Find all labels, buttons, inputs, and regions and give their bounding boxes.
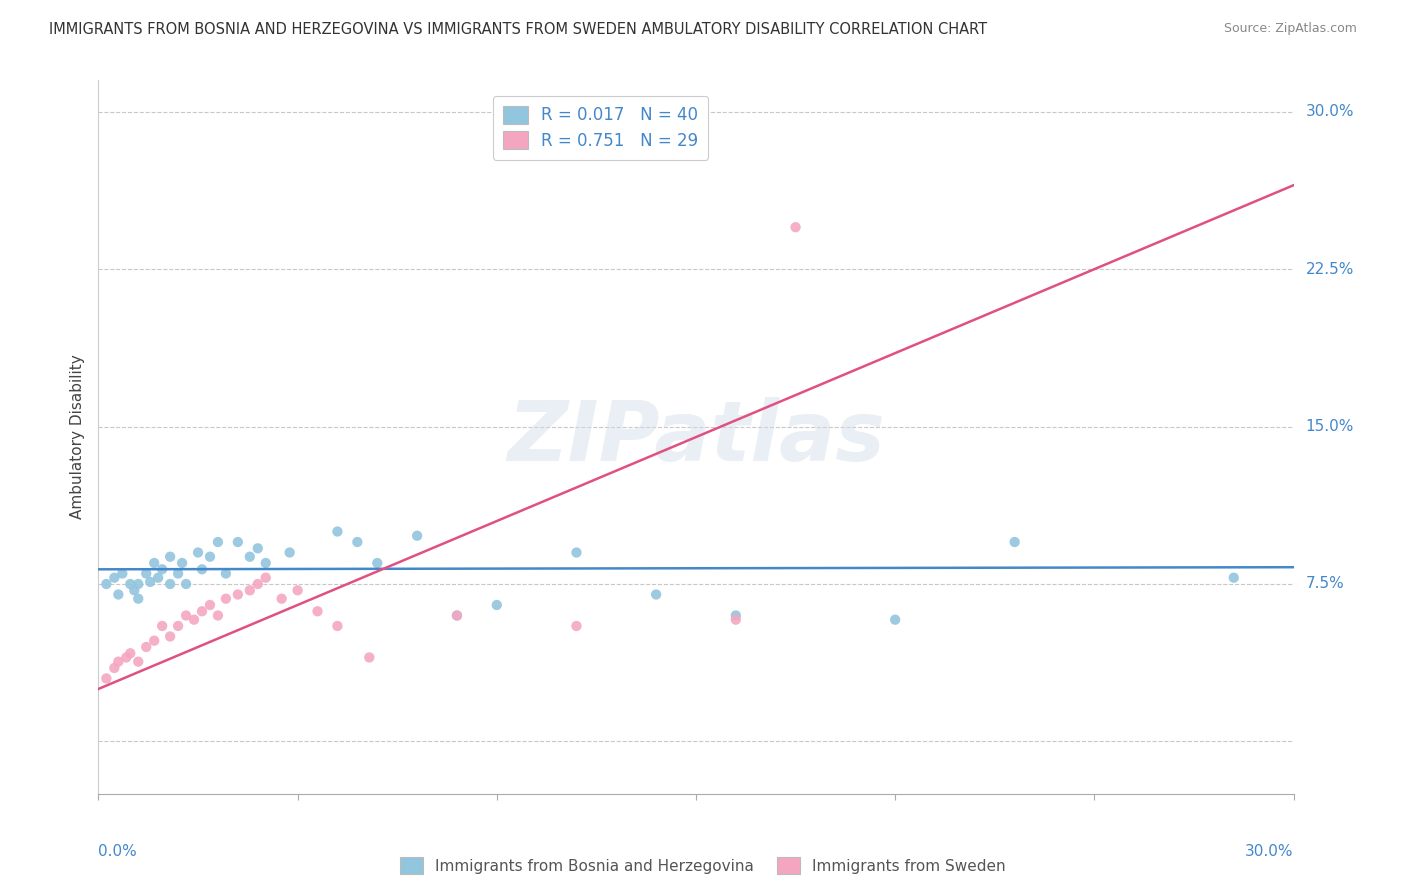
Point [187,545,209,559]
Point [127,655,149,669]
Text: ZIPatlas: ZIPatlas [508,397,884,477]
Point [198,549,221,564]
Point [148,571,170,585]
Point [270,591,292,606]
Point [278,545,301,559]
Point [191,562,214,576]
Point [103,661,125,675]
Text: 22.5%: 22.5% [1306,261,1354,277]
Point [139,574,162,589]
Point [359,650,381,665]
Point [287,583,309,598]
Point [254,571,277,585]
Point [207,535,229,549]
Point [239,583,262,598]
Text: 7.5%: 7.5% [1306,576,1344,591]
Point [307,604,329,618]
Point [167,619,190,633]
Point [215,591,238,606]
Point [96,672,118,686]
Text: 30.0%: 30.0% [1306,104,1354,120]
Point [174,608,197,623]
Text: 0.0%: 0.0% [98,844,138,859]
Text: IMMIGRANTS FROM BOSNIA AND HERZEGOVINA VS IMMIGRANTS FROM SWEDEN AMBULATORY DISA: IMMIGRANTS FROM BOSNIA AND HERZEGOVINA V… [49,22,987,37]
Point [326,619,349,633]
Text: 30.0%: 30.0% [1246,844,1294,859]
Point [207,608,229,623]
Legend: Immigrants from Bosnia and Herzegovina, Immigrants from Sweden: Immigrants from Bosnia and Herzegovina, … [394,851,1012,880]
Point [159,630,181,644]
Point [124,583,146,598]
Point [346,535,368,549]
Point [107,655,129,669]
Text: 15.0%: 15.0% [1306,419,1354,434]
Point [226,587,249,601]
Point [174,577,197,591]
Point [406,529,429,543]
Point [127,591,149,606]
Point [96,577,118,591]
Point [366,556,388,570]
Point [1004,535,1026,549]
Point [172,556,194,570]
Point [103,571,125,585]
Point [226,535,249,549]
Point [254,556,277,570]
Point [565,619,588,633]
Point [143,633,166,648]
Point [107,587,129,601]
Point [120,646,142,660]
Point [215,566,238,581]
Point [135,640,157,654]
Point [111,566,134,581]
Point [724,608,747,623]
Point [191,604,214,618]
Point [785,220,807,235]
Point [183,613,205,627]
Point [246,541,269,556]
Text: Source: ZipAtlas.com: Source: ZipAtlas.com [1223,22,1357,36]
Point [159,577,181,591]
Point [1223,571,1246,585]
Y-axis label: Ambulatory Disability: Ambulatory Disability [69,355,84,519]
Point [127,577,149,591]
Point [645,587,668,601]
Point [143,556,166,570]
Point [135,566,157,581]
Point [167,566,190,581]
Point [115,650,138,665]
Point [884,613,907,627]
Point [198,598,221,612]
Point [326,524,349,539]
Point [446,608,468,623]
Point [485,598,508,612]
Point [159,549,181,564]
Point [446,608,468,623]
Point [246,577,269,591]
Point [565,545,588,559]
Point [120,577,142,591]
Point [150,619,173,633]
Point [150,562,173,576]
Point [724,613,747,627]
Point [239,549,262,564]
Legend: R = 0.017   N = 40, R = 0.751   N = 29: R = 0.017 N = 40, R = 0.751 N = 29 [492,95,709,160]
